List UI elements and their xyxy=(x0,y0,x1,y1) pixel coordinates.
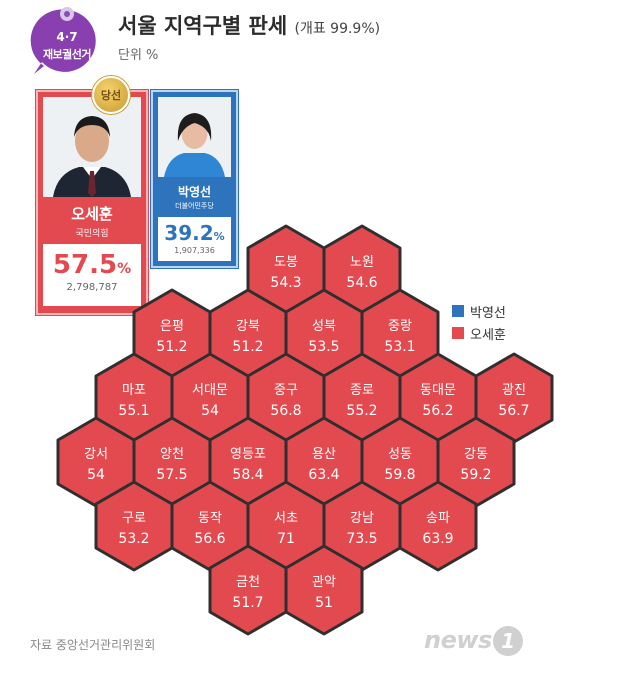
district-name: 강동 xyxy=(464,447,488,462)
district-name: 도봉 xyxy=(274,255,298,270)
district-hex: 서대문 54 xyxy=(170,352,250,444)
badge-shape xyxy=(30,9,96,75)
legend-swatch xyxy=(452,305,464,317)
candidate-votes: 1,907,336 xyxy=(174,246,215,255)
district-value: 56.6 xyxy=(194,531,225,547)
district-hex: 송파 63.9 xyxy=(398,480,478,572)
district-value: 63.4 xyxy=(308,467,339,483)
news1-logo: news 1 xyxy=(424,626,523,656)
district-hex: 강남 73.5 xyxy=(322,480,402,572)
district-value: 55.2 xyxy=(346,403,377,419)
district-name: 구로 xyxy=(122,511,146,526)
district-name: 양천 xyxy=(160,447,184,462)
district-name: 종로 xyxy=(350,383,374,398)
candidate-result: 57.5% 2,798,787 xyxy=(43,244,141,306)
district-value: 56.2 xyxy=(422,403,453,419)
district-hex: 광진 56.7 xyxy=(474,352,554,444)
district-name: 마포 xyxy=(122,383,146,398)
district-name: 영등포 xyxy=(230,447,266,462)
candidate-name: 박영선 xyxy=(177,185,212,199)
district-value: 54.6 xyxy=(346,275,377,291)
candidate-name: 오세훈 xyxy=(71,205,113,223)
candidate-party: 더불어민주당 xyxy=(175,202,214,210)
district-name: 중구 xyxy=(274,383,298,398)
district-name: 용산 xyxy=(312,447,336,462)
district-name: 서대문 xyxy=(192,383,228,398)
legend-label: 박영선 xyxy=(470,305,506,321)
district-name: 강서 xyxy=(84,447,108,462)
district-value: 54 xyxy=(87,467,105,483)
district-name: 서초 xyxy=(274,511,298,526)
district-name: 강남 xyxy=(350,511,374,526)
badge-date: 4·7 xyxy=(56,30,78,44)
district-value: 53.1 xyxy=(384,339,415,355)
district-value: 51.2 xyxy=(156,339,187,355)
person-icon xyxy=(43,97,141,197)
candidate-card-park: 박영선 더불어민주당 39.2% 1,907,336 xyxy=(151,90,238,268)
district-value: 63.9 xyxy=(422,531,453,547)
district-value: 55.1 xyxy=(118,403,149,419)
district-name: 강북 xyxy=(236,319,260,334)
district-name: 중랑 xyxy=(388,319,412,334)
candidate-party: 국민의힘 xyxy=(75,229,109,239)
district-value: 54 xyxy=(201,403,219,419)
district-value: 73.5 xyxy=(346,531,377,547)
district-value: 58.4 xyxy=(232,467,263,483)
badge-label: 재보궐선거 xyxy=(42,48,92,61)
candidate-result: 39.2% 1,907,336 xyxy=(158,217,231,261)
district-hex: 강서 54 xyxy=(56,416,136,508)
district-hex: 관악 51 xyxy=(284,544,364,636)
district-value: 71 xyxy=(277,531,295,547)
person-icon xyxy=(158,97,231,177)
district-value: 51.7 xyxy=(232,595,263,611)
winner-badge: 당선 xyxy=(92,76,130,114)
district-hex-shape xyxy=(398,480,478,572)
legend-label: 오세훈 xyxy=(470,327,506,343)
district-name: 금천 xyxy=(236,575,260,590)
district-value: 59.2 xyxy=(460,467,491,483)
district-name: 성동 xyxy=(388,447,412,462)
candidate-card-oh: 오세훈 국민의힘 57.5% 2,798,787 xyxy=(36,90,148,315)
district-name: 송파 xyxy=(426,511,450,526)
legend-swatch xyxy=(452,327,464,339)
district-value: 56.8 xyxy=(270,403,301,419)
election-badge: 4·7 재보궐선거 xyxy=(30,4,104,78)
district-name: 노원 xyxy=(350,255,374,270)
source-credit: 자료 중앙선거관리위원회 xyxy=(30,638,156,652)
title-sub: (개표 99.9%) xyxy=(294,21,381,37)
district-name: 동작 xyxy=(198,511,222,526)
legend: 박영선 오세훈 xyxy=(452,300,506,344)
candidate-votes: 2,798,787 xyxy=(66,282,118,293)
district-value: 53.5 xyxy=(308,339,339,355)
candidate-photo xyxy=(158,97,231,177)
district-value: 51.2 xyxy=(232,339,263,355)
district-value: 51 xyxy=(315,595,333,611)
district-name: 은평 xyxy=(160,319,184,334)
district-value: 54.3 xyxy=(270,275,301,291)
district-name: 관악 xyxy=(312,575,336,590)
district-value: 56.7 xyxy=(498,403,529,419)
district-value: 57.5 xyxy=(156,467,187,483)
candidate-pct: 57.5% xyxy=(52,250,132,280)
page-title: 서울 지역구별 판세 (개표 99.9%) xyxy=(118,10,380,40)
legend-item: 박영선 xyxy=(452,300,506,322)
badge-icon xyxy=(60,7,74,21)
legend-item: 오세훈 xyxy=(452,322,506,344)
district-hex-shape xyxy=(284,544,364,636)
district-value: 53.2 xyxy=(118,531,149,547)
district-name: 광진 xyxy=(502,383,526,398)
district-name: 성북 xyxy=(312,319,336,334)
title-main: 서울 지역구별 판세 xyxy=(118,14,288,38)
district-hex: 마포 55.1 xyxy=(94,352,174,444)
unit-label: 단위 % xyxy=(118,48,159,63)
district-name: 동대문 xyxy=(420,383,456,398)
candidate-photo xyxy=(43,97,141,197)
candidate-pct: 39.2% xyxy=(164,221,225,245)
district-value: 59.8 xyxy=(384,467,415,483)
